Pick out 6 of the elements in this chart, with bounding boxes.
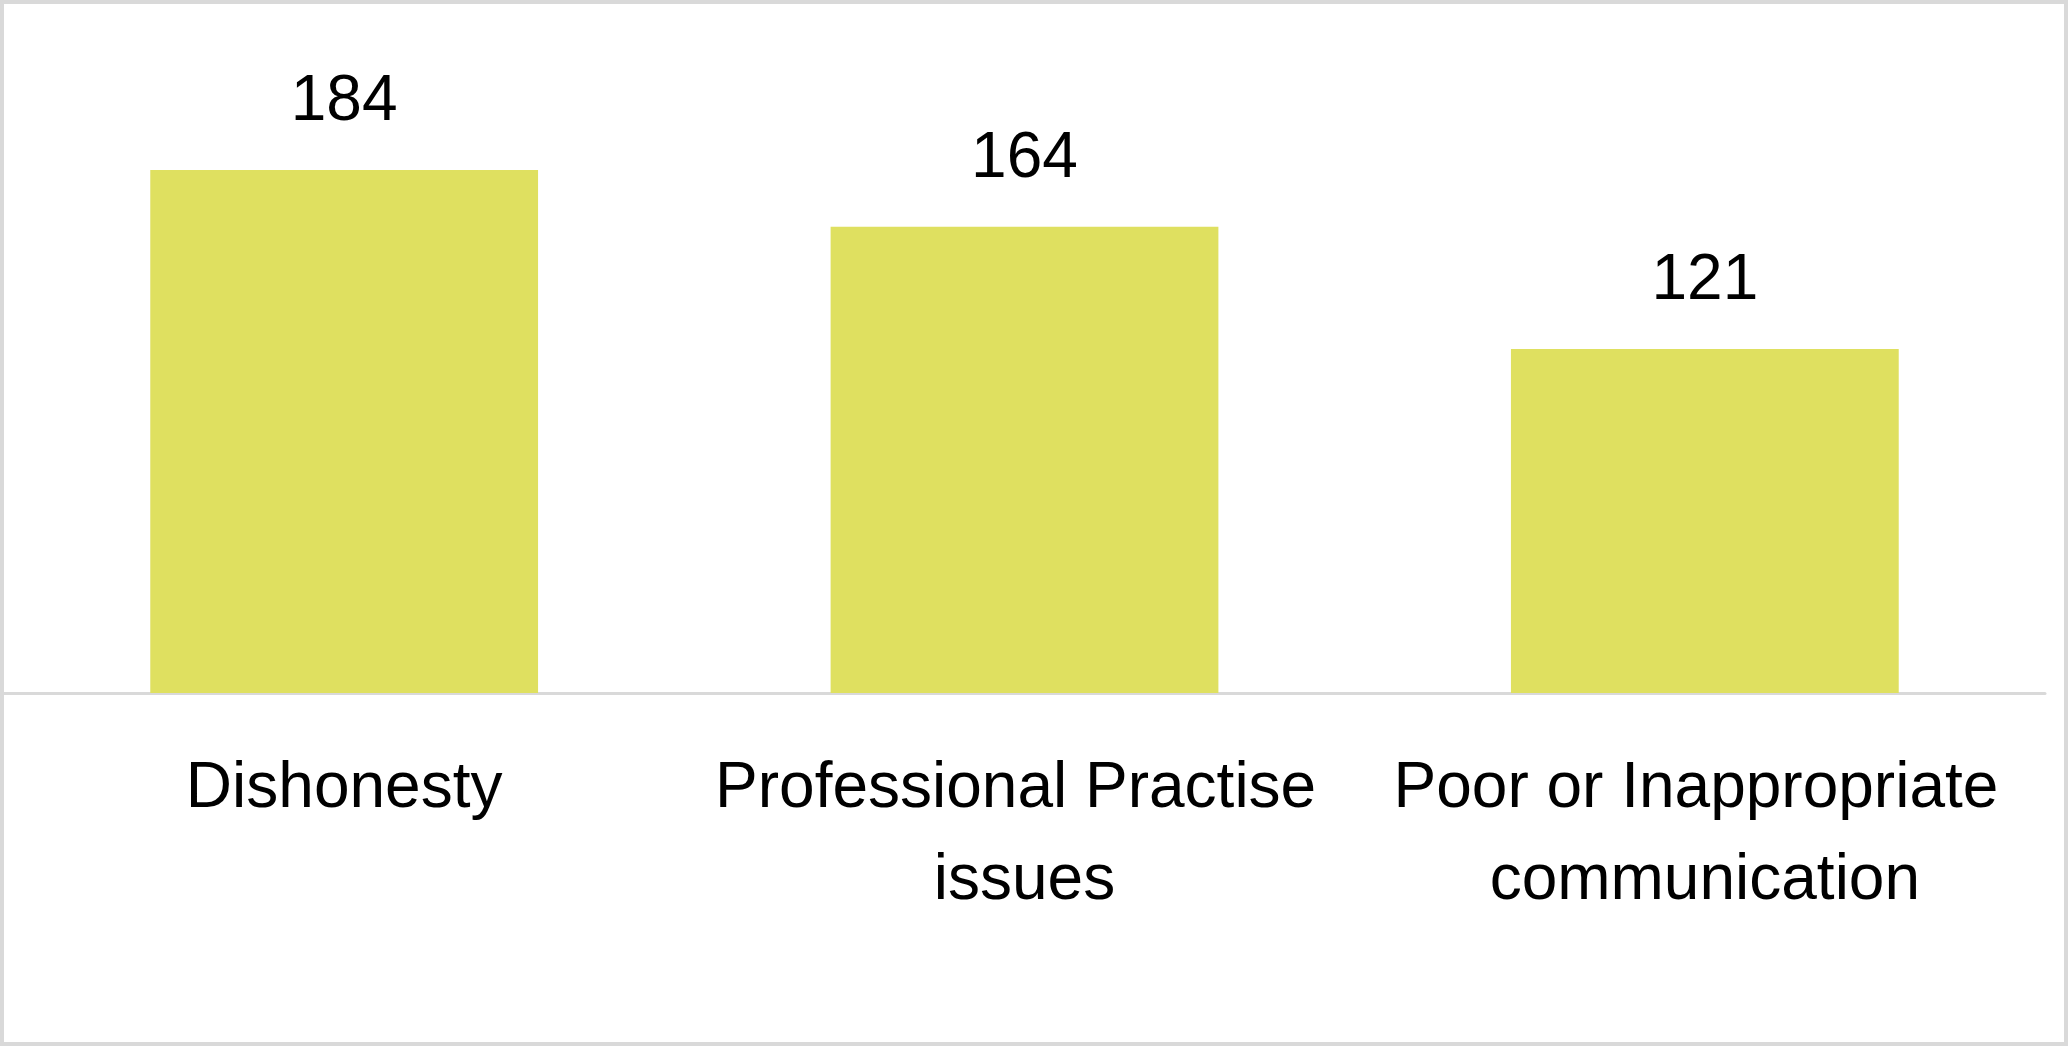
x-tick-label: Professional Practise issues	[715, 749, 1334, 913]
data-label: 184	[290, 62, 398, 134]
data-label: 164	[971, 118, 1078, 191]
x-tick-label: Dishonesty	[185, 749, 503, 821]
data-label: 121	[1651, 241, 1759, 314]
x-tick-label: Poor or Inappropriate communication	[1393, 749, 2017, 913]
